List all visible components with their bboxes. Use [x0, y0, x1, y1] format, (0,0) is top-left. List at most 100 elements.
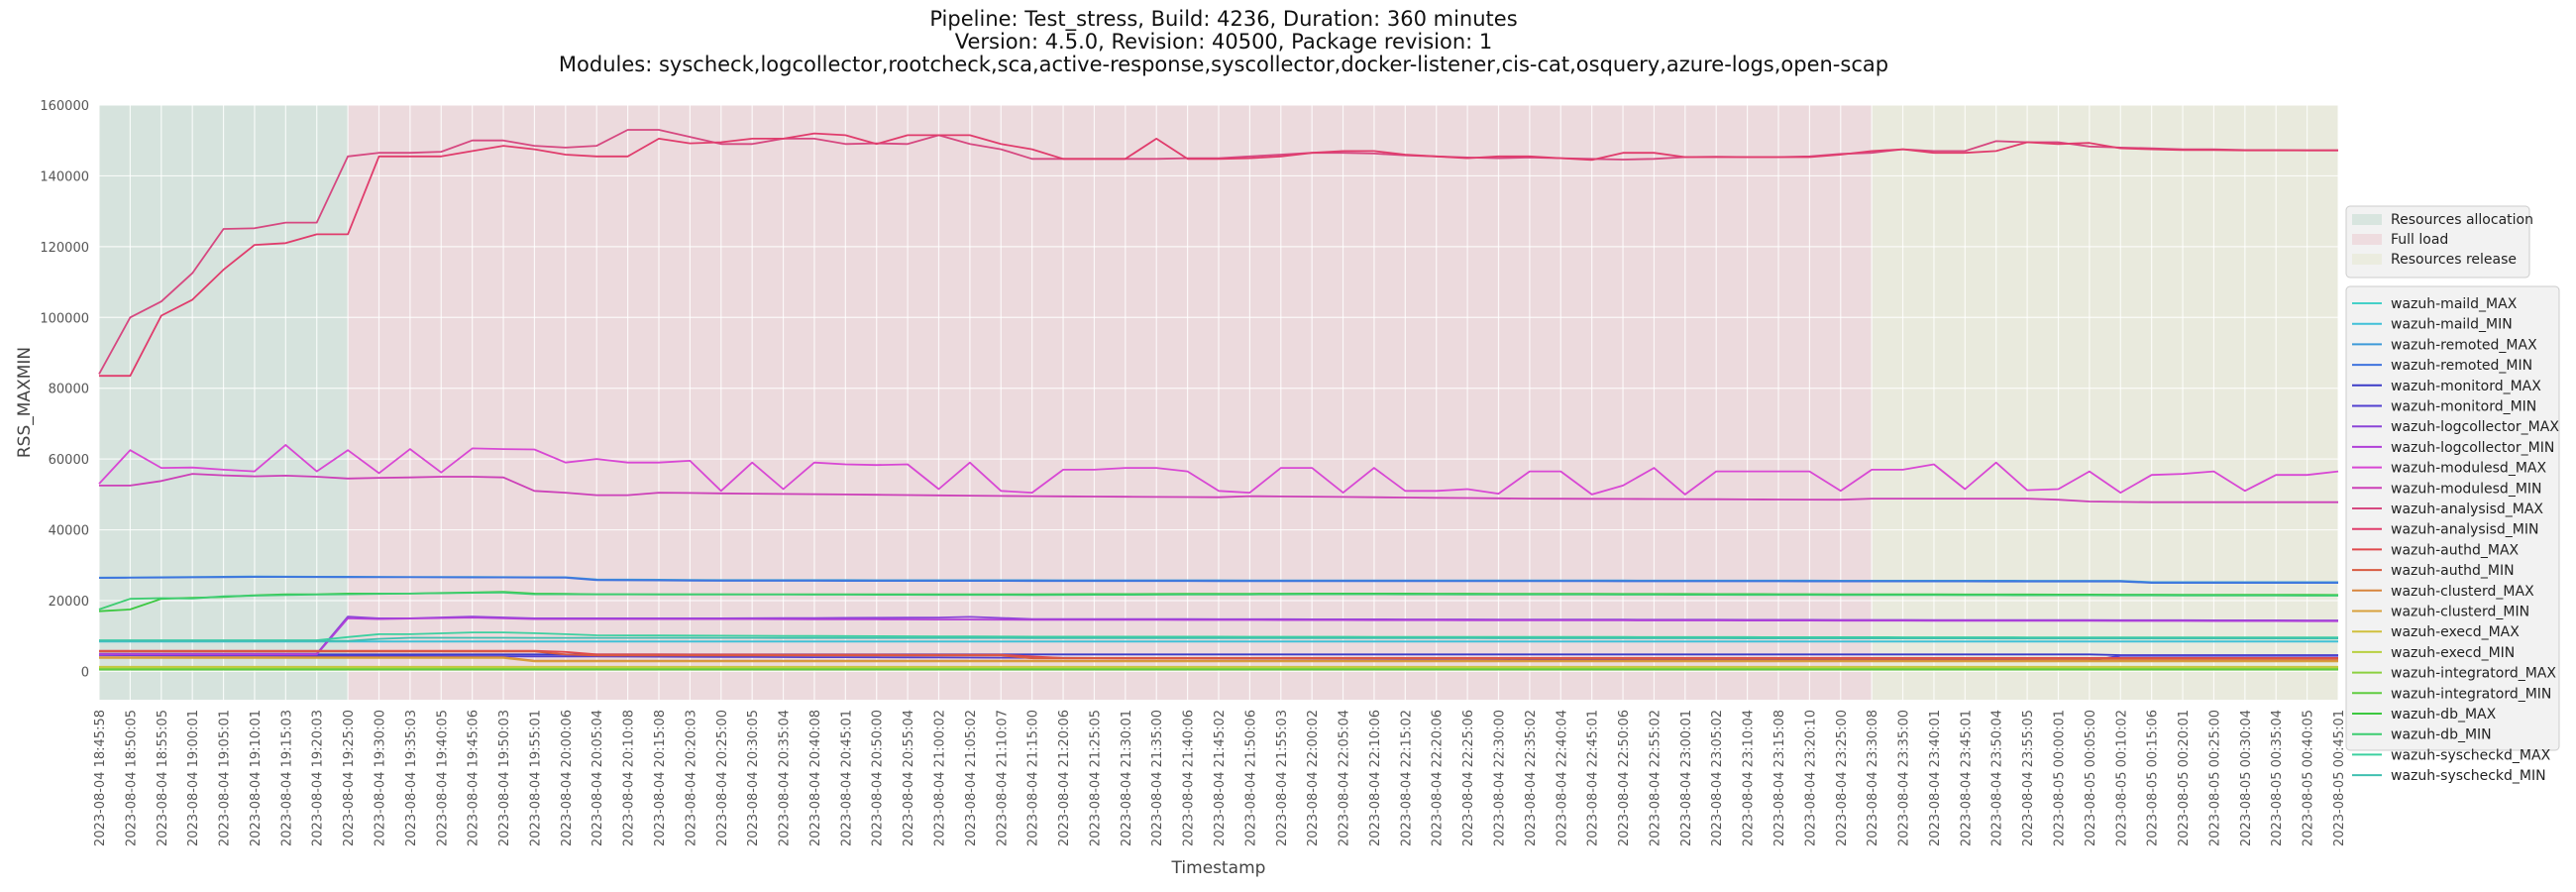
- series-legend-label: wazuh-analysisd_MIN: [2391, 522, 2538, 538]
- series-legend-label: wazuh-clusterd_MAX: [2391, 584, 2534, 600]
- x-tick-label: 2023-08-04 21:55:03: [1275, 710, 1290, 846]
- x-tick-label: 2023-08-04 23:55:05: [2021, 710, 2036, 846]
- y-tick-label: 100000: [40, 311, 89, 326]
- series-legend-label: wazuh-syscheckd_MAX: [2391, 747, 2551, 763]
- x-tick-label: 2023-08-04 22:10:06: [1368, 710, 1383, 846]
- x-tick-label: 2023-08-04 22:40:04: [1555, 710, 1569, 846]
- x-tick-label: 2023-08-05 00:45:01: [2332, 710, 2347, 846]
- x-tick-label: 2023-08-04 18:55:05: [156, 710, 170, 846]
- series-legend-label: wazuh-remoted_MIN: [2391, 358, 2532, 374]
- axes: RSS_MAXMIN Timestamp 0 20000 40000 60000 800…: [15, 99, 2347, 878]
- series-line-wazuh-monitord_MAX: [99, 653, 2338, 656]
- x-tick-label: 2023-08-04 23:35:00: [1897, 710, 1912, 846]
- x-tick-label: 2023-08-04 20:05:04: [590, 710, 605, 846]
- x-tick-label: 2023-08-04 21:10:07: [995, 710, 1010, 846]
- y-tick-label: 140000: [40, 169, 89, 184]
- series-legend-label: wazuh-monitord_MIN: [2391, 399, 2536, 415]
- chart-title-line-1: Pipeline: Test_stress, Build: 4236, Dura…: [929, 7, 1518, 31]
- phase-legend-label: Resources allocation: [2391, 212, 2533, 228]
- y-tick-label: 60000: [49, 453, 89, 468]
- x-tick-label: 2023-08-04 20:10:08: [622, 710, 637, 846]
- series-legend-label: wazuh-logcollector_MAX: [2391, 419, 2559, 435]
- series-legend-label: wazuh-monitord_MAX: [2391, 379, 2541, 394]
- x-tick-label: 2023-08-04 23:00:01: [1679, 710, 1694, 846]
- x-tick-label: 2023-08-04 22:15:02: [1399, 710, 1414, 846]
- x-tick-label: 2023-08-04 23:40:01: [1928, 710, 1943, 846]
- x-tick-label: 2023-08-04 19:25:00: [342, 710, 357, 846]
- y-tick-label: 0: [81, 665, 89, 680]
- x-tick-label: 2023-08-04 23:30:08: [1866, 710, 1880, 846]
- phase-legend-swatch: [2352, 254, 2382, 265]
- x-tick-label: 2023-08-04 18:50:05: [124, 710, 139, 846]
- x-tick-label: 2023-08-04 21:05:02: [964, 710, 979, 846]
- series-legend-label: wazuh-execd_MIN: [2391, 645, 2515, 661]
- x-tick-label: 2023-08-04 19:10:01: [249, 710, 264, 846]
- x-tick-label: 2023-08-04 19:45:06: [467, 710, 482, 846]
- x-tick-label: 2023-08-04 20:50:00: [871, 710, 886, 846]
- y-tick-label: 80000: [49, 383, 89, 397]
- series-legend-label: wazuh-authd_MAX: [2391, 542, 2520, 558]
- series-legend-label: wazuh-logcollector_MIN: [2391, 440, 2554, 456]
- series-legend-label: wazuh-maild_MIN: [2391, 317, 2513, 333]
- x-tick-label: 2023-08-04 20:25:00: [715, 710, 730, 846]
- x-tick-label: 2023-08-05 00:35:04: [2270, 710, 2285, 846]
- phase-band-1: [348, 105, 1873, 700]
- x-tick-label: 2023-08-04 21:00:02: [933, 710, 948, 846]
- x-tick-label: 2023-08-04 19:15:03: [279, 710, 294, 846]
- series-legend-label: wazuh-maild_MAX: [2391, 296, 2518, 312]
- x-tick-label: 2023-08-04 22:35:02: [1524, 710, 1539, 846]
- series-legend-label: wazuh-modulesd_MAX: [2391, 461, 2546, 477]
- x-tick-label: 2023-08-05 00:00:01: [2053, 710, 2068, 846]
- x-tick-label: 2023-08-04 20:40:08: [808, 710, 823, 846]
- y-tick-label: 120000: [40, 241, 89, 256]
- x-tick-label: 2023-08-05 00:10:02: [2114, 710, 2129, 846]
- series-legend-label: wazuh-syscheckd_MIN: [2391, 768, 2546, 784]
- x-tick-label: 2023-08-04 22:50:06: [1617, 710, 1632, 846]
- x-tick-label: 2023-08-04 19:30:00: [374, 710, 388, 846]
- x-tick-label: 2023-08-04 22:25:06: [1461, 710, 1476, 846]
- series-legend-box: [2345, 285, 2560, 751]
- x-tick-label: 2023-08-04 20:35:04: [778, 710, 793, 846]
- y-axis-title: RSS_MAXMIN: [15, 347, 35, 458]
- x-tick-label: 2023-08-04 19:50:03: [497, 710, 512, 846]
- series-line-wazuh-db_MIN: [98, 591, 2338, 611]
- series-legend-label: wazuh-clusterd_MIN: [2391, 605, 2529, 620]
- x-tick-label: 2023-08-04 22:55:02: [1648, 710, 1663, 846]
- phase-band-2: [1872, 105, 2338, 700]
- x-tick-label: 2023-08-04 21:30:01: [1120, 710, 1134, 846]
- series-legend-label: wazuh-modulesd_MIN: [2391, 481, 2542, 497]
- x-tick-label: 2023-08-04 21:35:00: [1150, 710, 1165, 846]
- x-tick-label: 2023-08-04 23:25:00: [1835, 710, 1850, 846]
- phase-legend-label: Full load: [2391, 232, 2448, 248]
- legend: Resources allocation Full load Resources r…: [2345, 205, 2560, 784]
- series-line-wazuh-analysisd_MIN: [99, 132, 2338, 378]
- series-line-wazuh-syscheckd_MAX: [99, 631, 2338, 641]
- x-tick-label: 2023-08-04 19:00:01: [186, 710, 201, 846]
- grid-lines: [98, 104, 2339, 700]
- chart-title-block: Pipeline: Test_stress, Build: 4236, Dura…: [0, 8, 2447, 76]
- x-tick-label: 2023-08-04 23:05:02: [1710, 710, 1725, 846]
- series-line-wazuh-syscheckd_MIN: [99, 636, 2338, 642]
- series-legend-label: wazuh-execd_MAX: [2391, 624, 2520, 640]
- x-tick-label: 2023-08-04 22:05:04: [1338, 710, 1352, 846]
- x-tick-label: 2023-08-05 00:05:00: [2084, 710, 2098, 846]
- x-tick-label: 2023-08-05 00:25:00: [2207, 710, 2222, 846]
- series-line-wazuh-modulesd_MAX: [98, 444, 2339, 496]
- x-tick-label: 2023-08-04 19:40:05: [435, 710, 450, 846]
- x-tick-label: 2023-08-04 19:20:03: [311, 710, 326, 846]
- x-tick-label: 2023-08-04 22:30:00: [1493, 710, 1508, 846]
- phase-legend-label: Resources release: [2391, 252, 2517, 268]
- x-tick-label: 2023-08-04 20:30:05: [746, 710, 761, 846]
- series-line-wazuh-logcollector_MIN: [99, 616, 2338, 656]
- series-legend-label: wazuh-integratord_MAX: [2391, 666, 2556, 682]
- series-legend-label: wazuh-db_MIN: [2391, 727, 2492, 743]
- phase-legend-box: [2345, 205, 2530, 279]
- series-legend-label: wazuh-authd_MIN: [2391, 563, 2515, 579]
- x-tick-label: 2023-08-04 18:45:58: [93, 710, 108, 846]
- y-tick-label: 160000: [40, 99, 89, 114]
- x-tick-label: 2023-08-04 19:55:01: [528, 710, 543, 846]
- chart-title-line-3: Modules: syscheck,logcollector,rootcheck…: [558, 53, 1889, 76]
- x-tick-label: 2023-08-04 23:50:04: [1990, 710, 2005, 846]
- series-line-wazuh-clusterd_MIN: [99, 657, 2338, 663]
- x-tick-label: 2023-08-04 23:10:04: [1742, 710, 1757, 846]
